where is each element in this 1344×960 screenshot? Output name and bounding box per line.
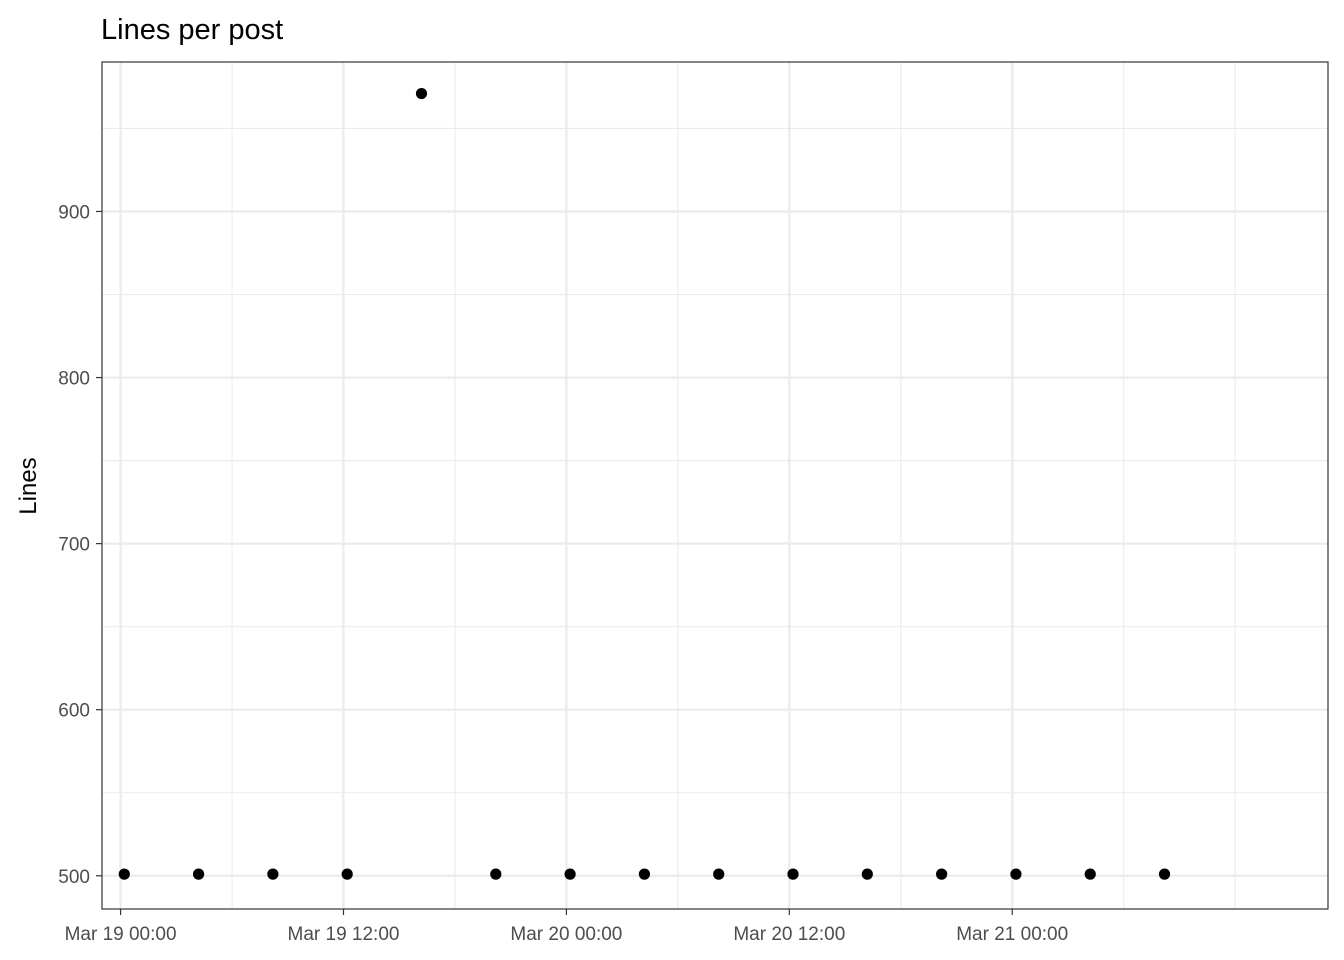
data-point: [1010, 868, 1022, 880]
data-points: [118, 87, 1171, 880]
y-tick-label: 500: [58, 867, 90, 888]
x-tick-label: Mar 20 12:00: [733, 924, 845, 945]
x-tick-label: Mar 19 12:00: [288, 924, 400, 945]
y-axis: 500 600 700 800 900: [58, 202, 102, 888]
data-point: [713, 868, 725, 880]
data-point: [861, 868, 873, 880]
data-point: [192, 868, 205, 880]
data-point: [564, 868, 576, 880]
panel-border: [101, 61, 1329, 910]
grid-major: [102, 62, 1328, 909]
data-point: [936, 868, 948, 880]
data-point: [415, 87, 428, 100]
data-point: [638, 868, 651, 880]
y-tick-label: 600: [58, 701, 90, 722]
x-tick-label: Mar 20 00:00: [510, 924, 622, 945]
data-point: [490, 868, 502, 880]
y-tick-label: 700: [58, 535, 90, 556]
data-point: [1158, 868, 1171, 880]
data-point: [267, 868, 279, 880]
y-tick-label: 900: [58, 202, 90, 223]
data-point: [341, 868, 353, 880]
data-point: [118, 868, 130, 880]
x-tick-label: Mar 21 00:00: [956, 924, 1068, 945]
y-axis-title: Lines: [15, 457, 42, 514]
x-axis: Mar 19 00:00 Mar 19 12:00 Mar 20 00:00 Mar …: [65, 909, 1068, 945]
x-tick-label: Mar 19 00:00: [65, 924, 177, 945]
chart-title: Lines per post: [101, 14, 283, 46]
y-tick-label: 800: [58, 369, 90, 390]
data-point: [1084, 868, 1096, 880]
grid-minor: [102, 62, 1328, 909]
data-point: [787, 868, 799, 880]
